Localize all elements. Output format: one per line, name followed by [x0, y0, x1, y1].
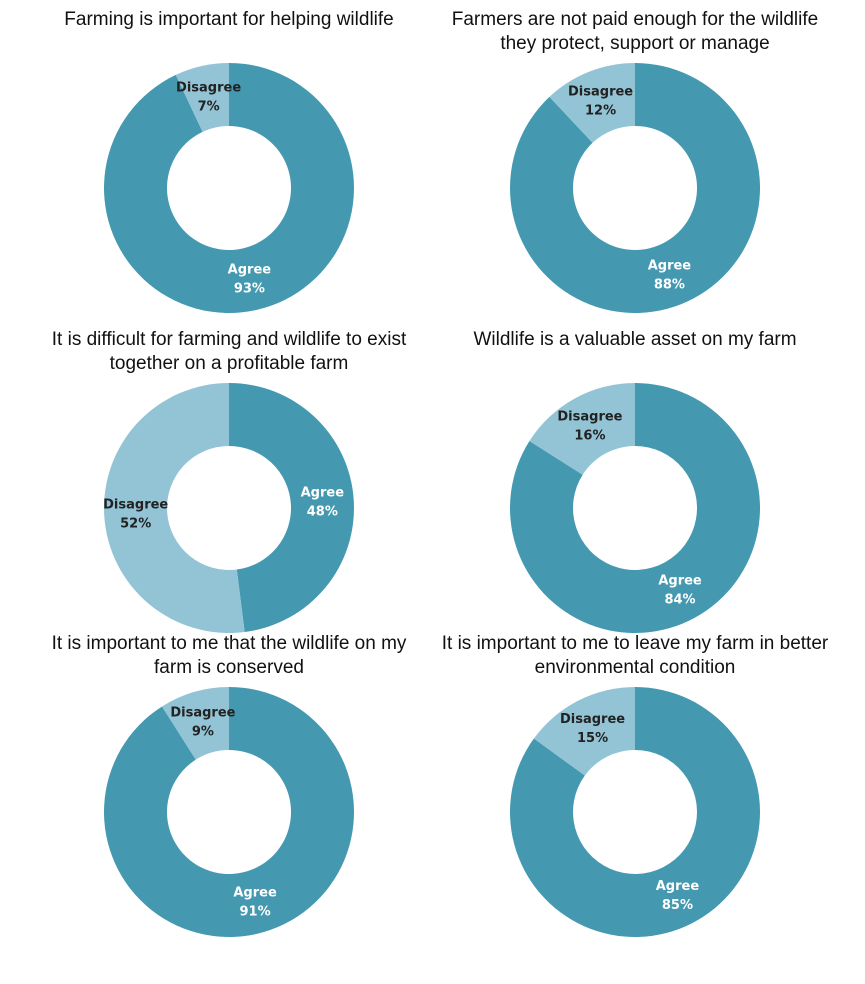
segment-category: Disagree: [176, 80, 241, 95]
chart-title: Farming is important for helping wildlif…: [64, 9, 394, 30]
segment-value-label: 12%: [585, 104, 616, 119]
donut-segment: [175, 63, 229, 132]
segment-value-label: 85%: [662, 898, 693, 913]
segment-category: Disagree: [568, 85, 633, 100]
segment-value-label: 91%: [240, 904, 271, 919]
chart: It is important to me that the wildlife …: [26, 632, 432, 942]
segment-value-label: 88%: [654, 277, 685, 292]
segment-category: Agree: [228, 263, 272, 278]
segment-category: Disagree: [170, 706, 235, 721]
segment-category: Disagree: [557, 410, 622, 425]
chart: Farming is important for helping wildlif…: [26, 8, 432, 318]
chart-title: It is difficult for farming and wildlife…: [51, 329, 407, 374]
chart-title: Farmers are not paid enough for the wild…: [451, 9, 819, 54]
segment-category: Agree: [301, 486, 345, 501]
donut: Agree 93% Disagree 7%: [103, 63, 354, 313]
segment-value-label: 15%: [577, 731, 608, 746]
chart: It is difficult for farming and wildlife…: [26, 328, 432, 638]
segment-value-label: 16%: [574, 429, 605, 444]
chart: It is important to me to leave my farm i…: [432, 632, 838, 942]
segment-value-label: 93%: [234, 282, 265, 297]
segment-value-label: 52%: [120, 516, 151, 531]
segment-category: Disagree: [103, 497, 168, 512]
segment-category: Agree: [648, 258, 692, 273]
donut-segment: [229, 383, 355, 633]
donut-segment: [509, 63, 760, 313]
donut: Agree 48% Disagree 52%: [103, 383, 355, 633]
donut-segment: [509, 383, 760, 633]
donut: Agree 85% Disagree 15%: [510, 687, 760, 937]
segment-category: Disagree: [560, 712, 625, 727]
donut-segment: [529, 383, 635, 475]
donut: Agree 88% Disagree 12%: [509, 63, 760, 313]
segment-value-label: 9%: [192, 725, 214, 740]
donut-segment: [103, 687, 354, 937]
segment-value-label: 84%: [664, 592, 695, 607]
donut-segment: [533, 687, 635, 776]
segment-category: Agree: [656, 879, 700, 894]
segment-category: Agree: [233, 885, 277, 900]
donut-segment: [162, 687, 229, 760]
segment-value-label: 48%: [307, 505, 338, 520]
chart: Farmers are not paid enough for the wild…: [432, 8, 838, 318]
chart-title: Wildlife is a valuable asset on my farm: [473, 329, 797, 350]
chart: Wildlife is a valuable asset on my farm A…: [432, 328, 838, 638]
segment-category: Agree: [658, 573, 702, 588]
chart-title: It is important to me that the wildlife …: [51, 633, 407, 678]
chart-title: It is important to me to leave my farm i…: [441, 633, 829, 678]
donut-segment: [104, 383, 245, 633]
segment-value-label: 7%: [198, 99, 220, 114]
donut-segment: [549, 63, 635, 143]
donut-segment: [510, 687, 760, 937]
donut: Agree 84% Disagree 16%: [509, 383, 760, 633]
donut: Agree 91% Disagree 9%: [103, 687, 354, 937]
donut-segment: [103, 63, 354, 313]
